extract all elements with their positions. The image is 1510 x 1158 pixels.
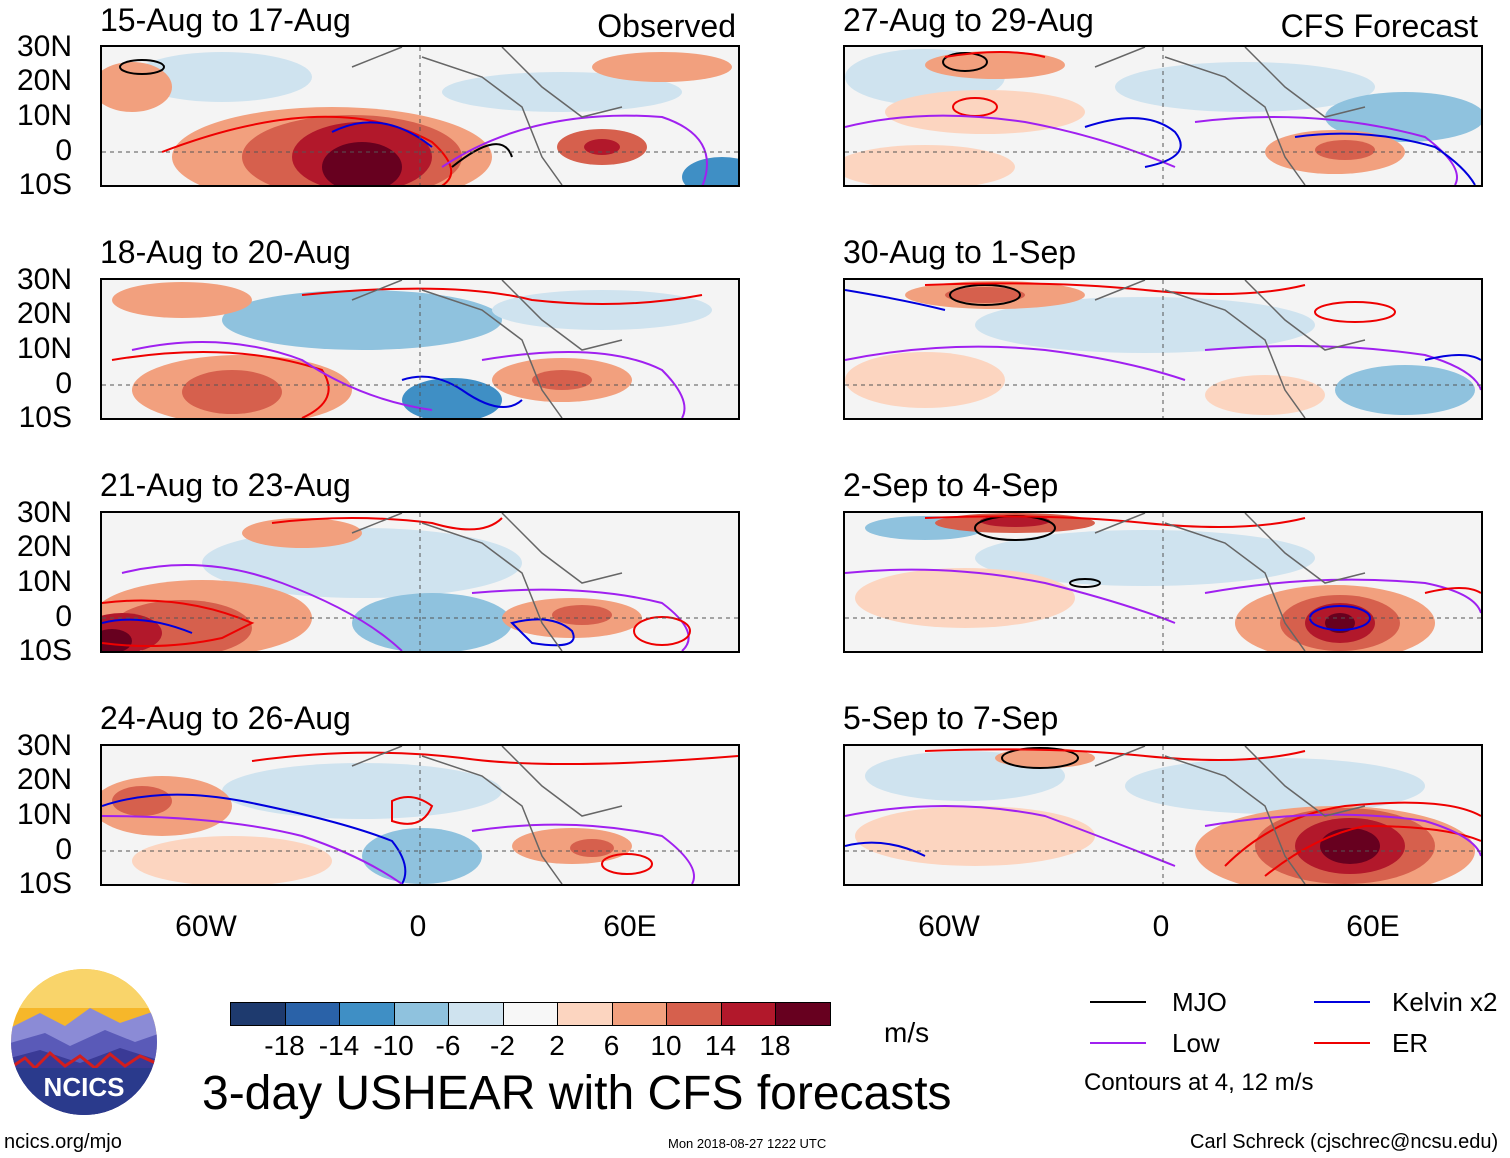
- lat-label-10s: 10S: [18, 634, 72, 667]
- footer-url[interactable]: ncics.org/mjo: [4, 1131, 122, 1153]
- lon-label-60e-right: 60E: [1346, 910, 1400, 943]
- lat-label-0: 0: [55, 600, 72, 633]
- colorbar-tick-label: 10: [650, 1030, 682, 1061]
- panel-title-l0: 15-Aug to 17-Aug: [100, 2, 351, 38]
- panel-title-r1: 30-Aug to 1-Sep: [843, 234, 1077, 270]
- colorbar-swatch: [448, 1002, 504, 1026]
- panel-title-r2: 2-Sep to 4-Sep: [843, 467, 1059, 503]
- legend-label-mjo: MJO: [1172, 987, 1227, 1017]
- lat-label-10n: 10N: [16, 798, 72, 831]
- colorbar-tick-label: -6: [435, 1030, 461, 1061]
- legend-swatch-er: [1314, 1042, 1370, 1044]
- logo-text: NCICS: [44, 1072, 125, 1102]
- lon-label-60w-left: 60W: [175, 910, 237, 943]
- lat-label-10n: 10N: [16, 332, 72, 365]
- lat-label-30n: 30N: [16, 263, 72, 296]
- lat-label-20n: 20N: [16, 763, 72, 796]
- legend-swatch-mjo: [1090, 1001, 1146, 1003]
- panel-title-l2: 21-Aug to 23-Aug: [100, 467, 351, 503]
- observed-label: Observed: [597, 8, 736, 44]
- colorbar-swatch: [775, 1002, 831, 1026]
- panel-title-l1: 18-Aug to 20-Aug: [100, 234, 351, 270]
- lat-label-30n: 30N: [16, 729, 72, 762]
- lat-label-20n: 20N: [16, 297, 72, 330]
- lon-label-60w-right: 60W: [918, 910, 980, 943]
- panel-title-r0: 27-Aug to 29-Aug: [843, 2, 1094, 38]
- legend-swatch-low: [1090, 1042, 1146, 1044]
- colorbar-swatch: [393, 1002, 449, 1026]
- colorbar-tick-label: -2: [490, 1030, 515, 1061]
- colorbar-swatch: [611, 1002, 667, 1026]
- lat-label-30n: 30N: [16, 30, 72, 63]
- colorbar-swatch: [557, 1002, 613, 1026]
- map-panel-l1: [100, 278, 740, 420]
- colorbar-swatch: [284, 1002, 340, 1026]
- map-panel-l2: [100, 511, 740, 653]
- main-title: 3-day USHEAR with CFS forecasts: [202, 1067, 952, 1120]
- lat-label-0: 0: [55, 833, 72, 866]
- lat-label-0: 0: [55, 134, 72, 167]
- contour-note: Contours at 4, 12 m/s: [1084, 1069, 1314, 1096]
- colorbar-tick-label: -14: [318, 1030, 360, 1061]
- lon-label-60e-left: 60E: [603, 910, 657, 943]
- colorbar-tick-label: 14: [704, 1030, 737, 1061]
- colorbar-swatch: [666, 1002, 722, 1026]
- colorbar-tick-label: 6: [603, 1030, 620, 1061]
- legend-label-low: Low: [1172, 1028, 1220, 1058]
- map-panel-r2: [843, 511, 1483, 653]
- map-panel-l0: [100, 45, 740, 187]
- lon-label-0-left: 0: [409, 910, 427, 943]
- lat-label-10s: 10S: [18, 401, 72, 434]
- lon-label-0-right: 0: [1152, 910, 1170, 943]
- map-panel-r0: [843, 45, 1483, 187]
- lat-label-30n: 30N: [16, 496, 72, 529]
- lat-label-10n: 10N: [16, 99, 72, 132]
- colorbar-swatch: [502, 1002, 558, 1026]
- legend-label-er: ER: [1392, 1028, 1429, 1058]
- colorbar-swatch: [230, 1002, 286, 1026]
- lat-label-10s: 10S: [18, 168, 72, 201]
- lat-label-10s: 10S: [18, 867, 72, 900]
- footer-timestamp: Mon 2018-08-27 1222 UTC: [668, 1136, 827, 1151]
- lat-label-10n: 10N: [16, 565, 72, 598]
- colorbar-tick-label: 18: [759, 1030, 791, 1061]
- colorbar-tick-label: 2: [549, 1030, 565, 1061]
- legend-label-kelvin: Kelvin x2: [1392, 987, 1498, 1017]
- colorbar-swatch: [720, 1002, 776, 1026]
- lat-label-0: 0: [55, 367, 72, 400]
- colorbar-tick-label: -18: [264, 1030, 305, 1061]
- lat-label-20n: 20N: [16, 530, 72, 563]
- map-panel-l3: [100, 744, 740, 886]
- map-panel-r1: [843, 278, 1483, 420]
- panel-title-r3: 5-Sep to 7-Sep: [843, 700, 1059, 736]
- map-panel-r3: [843, 744, 1483, 886]
- footer-author: Carl Schreck (cjschrec@ncsu.edu): [1190, 1131, 1499, 1153]
- colorbar-swatch: [339, 1002, 395, 1026]
- panel-title-l3: 24-Aug to 26-Aug: [100, 700, 351, 736]
- ncics-logo: NCICS: [10, 968, 158, 1116]
- colorbar-unit: m/s: [884, 1017, 930, 1048]
- lat-label-20n: 20N: [16, 64, 72, 97]
- legend-swatch-kelvin: [1314, 1001, 1370, 1003]
- colorbar-tick-label: -10: [373, 1030, 414, 1061]
- cfs-forecast-label: CFS Forecast: [1280, 8, 1478, 44]
